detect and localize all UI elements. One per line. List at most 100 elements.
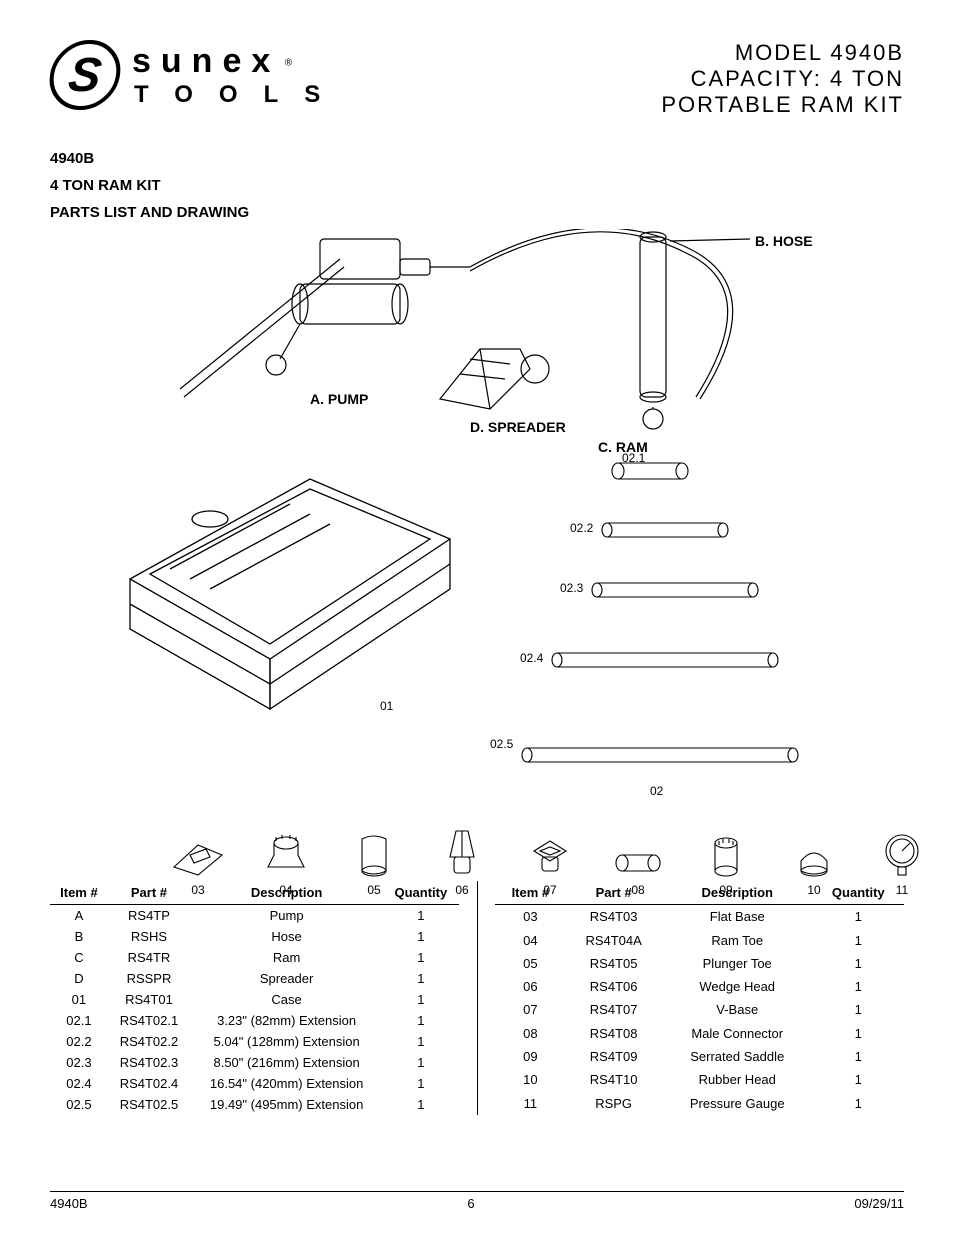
table-cell: 1 <box>383 905 459 927</box>
table-row: BRSHSHose1 <box>50 926 459 947</box>
table-cell: 02.5 <box>50 1094 108 1115</box>
table-cell: RS4T09 <box>565 1045 662 1068</box>
table-row: 11RSPGPressure Gauge1 <box>495 1092 904 1115</box>
acc-09: 09 <box>698 837 754 897</box>
logo-mark: S <box>45 40 125 110</box>
table-cell: RS4T03 <box>565 905 662 929</box>
table-cell: 1 <box>383 1094 459 1115</box>
model-line-1: MODEL 4940B <box>661 40 904 66</box>
table-cell: Ram <box>190 947 383 968</box>
acc-label-03: 03 <box>191 883 204 897</box>
ext3-lineart <box>590 579 760 601</box>
label-ext-group: 02 <box>650 784 663 798</box>
table-cell: Male Connector <box>662 1022 813 1045</box>
logo-subtitle: TOOLS <box>134 81 346 109</box>
table-cell: RS4T02.3 <box>108 1052 190 1073</box>
table-row: 07RS4T07V-Base1 <box>495 998 904 1021</box>
table-divider <box>477 881 478 1115</box>
table-cell: Plunger Toe <box>662 952 813 975</box>
table-row: 02.2RS4T02.25.04" (128mm) Extension1 <box>50 1031 459 1052</box>
table-row: 09RS4T09Serrated Saddle1 <box>495 1045 904 1068</box>
table-row: 08RS4T08Male Connector1 <box>495 1022 904 1045</box>
table-cell: 1 <box>383 926 459 947</box>
table-cell: 1 <box>383 1031 459 1052</box>
pump-lineart <box>170 229 470 409</box>
acc-label-06: 06 <box>455 883 468 897</box>
table-cell: RSPG <box>565 1092 662 1115</box>
acc-11: 11 <box>874 833 930 897</box>
table-cell: 16.54" (420mm) Extension <box>190 1073 383 1094</box>
table-cell: 5.04" (128mm) Extension <box>190 1031 383 1052</box>
table-cell: Ram Toe <box>662 928 813 951</box>
table-cell: RS4T08 <box>565 1022 662 1045</box>
section-title-l2: 4 TON RAM KIT <box>50 175 904 196</box>
callout-spreader: D. SPREADER <box>470 419 566 435</box>
table-row: 02.1RS4T02.13.23" (82mm) Extension1 <box>50 1010 459 1031</box>
label-ext4: 02.4 <box>520 651 543 665</box>
table-cell: RSSPR <box>108 968 190 989</box>
table-cell: 1 <box>813 1068 904 1091</box>
ext5-lineart <box>520 744 800 766</box>
model-line-2: CAPACITY: 4 TON <box>661 66 904 92</box>
table-cell: 03 <box>495 905 565 929</box>
label-ext5: 02.5 <box>490 737 513 751</box>
table-cell: Pressure Gauge <box>662 1092 813 1115</box>
table-cell: Wedge Head <box>662 975 813 998</box>
table-row: ARS4TPPump1 <box>50 905 459 927</box>
table-cell: 02.2 <box>50 1031 108 1052</box>
parts-table-right: Item # Part # Description Quantity 03RS4… <box>495 881 904 1115</box>
table-row: 10RS4T10Rubber Head1 <box>495 1068 904 1091</box>
table-cell: 06 <box>495 975 565 998</box>
table-cell: 1 <box>383 1052 459 1073</box>
section-title-l3: PARTS LIST AND DRAWING <box>50 202 904 223</box>
table-row: 06RS4T06Wedge Head1 <box>495 975 904 998</box>
table-cell: Serrated Saddle <box>662 1045 813 1068</box>
table-cell: RS4TP <box>108 905 190 927</box>
table-cell: RS4T04A <box>565 928 662 951</box>
table-cell: RS4T06 <box>565 975 662 998</box>
callout-hose: B. HOSE <box>755 233 813 249</box>
footer-left: 4940B <box>50 1196 88 1211</box>
accessory-row: 03 04 05 06 07 08 09 10 <box>170 829 930 897</box>
table-cell: 3.23" (82mm) Extension <box>190 1010 383 1031</box>
acc-label-11: 11 <box>896 883 908 897</box>
table-cell: Spreader <box>190 968 383 989</box>
label-ext2: 02.2 <box>570 521 593 535</box>
logo-brand: sunex <box>132 42 280 80</box>
table-cell: 1 <box>813 952 904 975</box>
acc-label-04: 04 <box>279 883 292 897</box>
table-cell: 02.1 <box>50 1010 108 1031</box>
table-cell: 01 <box>50 989 108 1010</box>
table-cell: 09 <box>495 1045 565 1068</box>
table-cell: RS4T02.2 <box>108 1031 190 1052</box>
section-title-block: 4940B 4 TON RAM KIT PARTS LIST AND DRAWI… <box>50 148 904 223</box>
label-ext3: 02.3 <box>560 581 583 595</box>
table-cell: RSHS <box>108 926 190 947</box>
table-row: 04RS4T04ARam Toe1 <box>495 928 904 951</box>
table-cell: 1 <box>813 975 904 998</box>
table-row: 02.4RS4T02.416.54" (420mm) Extension1 <box>50 1073 459 1094</box>
table-cell: 1 <box>383 989 459 1010</box>
table-cell: RS4T05 <box>565 952 662 975</box>
table-cell: 05 <box>495 952 565 975</box>
acc-label-10: 10 <box>807 883 820 897</box>
acc-06: 06 <box>434 829 490 897</box>
table-cell: RS4TR <box>108 947 190 968</box>
section-title-l1: 4940B <box>50 148 904 169</box>
table-row: CRS4TRRam1 <box>50 947 459 968</box>
table-cell: 08 <box>495 1022 565 1045</box>
table-cell: 10 <box>495 1068 565 1091</box>
table-cell: 1 <box>383 968 459 989</box>
table-cell: RS4T02.1 <box>108 1010 190 1031</box>
drawing-area: A. PUMP B. HOSE C. RAM D. SPREADER <box>50 229 904 869</box>
logo-reg: ® <box>285 57 292 68</box>
model-block: MODEL 4940B CAPACITY: 4 TON PORTABLE RAM… <box>661 40 904 118</box>
table-cell: 19.49" (495mm) Extension <box>190 1094 383 1115</box>
label-case: 01 <box>380 699 393 713</box>
acc-08: 08 <box>610 849 666 897</box>
table-row: 02.5RS4T02.519.49" (495mm) Extension1 <box>50 1094 459 1115</box>
table-cell: B <box>50 926 108 947</box>
header: S sunex ® TOOLS MODEL 4940B CAPACITY: 4 … <box>50 40 904 118</box>
logo: S sunex ® TOOLS <box>50 40 346 110</box>
parts-table-left: Item # Part # Description Quantity ARS4T… <box>50 881 459 1115</box>
